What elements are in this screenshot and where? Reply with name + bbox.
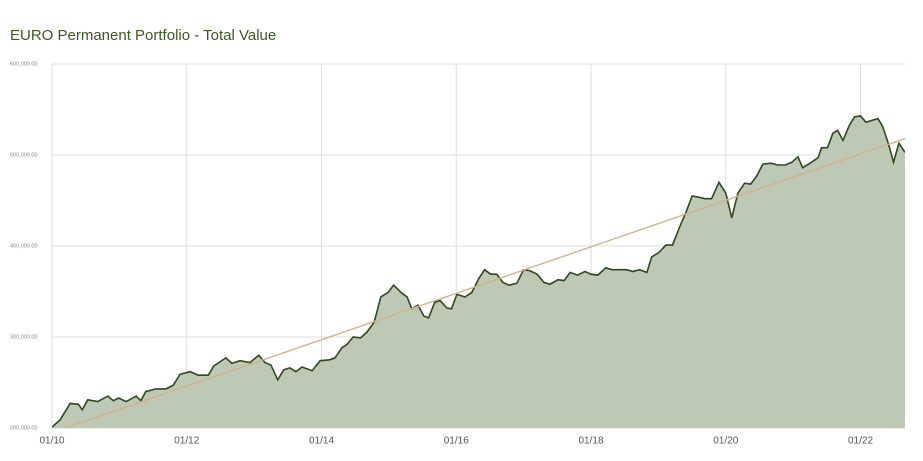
x-tick-label: 01/10: [39, 436, 64, 447]
x-tick-label: 01/12: [174, 436, 199, 447]
x-tick-label: 01/20: [713, 436, 738, 447]
x-tick-label: 01/22: [848, 436, 873, 447]
x-tick-label: 01/14: [309, 436, 334, 447]
chart-title: EURO Permanent Portfolio - Total Value: [10, 27, 276, 44]
trend-line: [63, 137, 905, 428]
area-fill: [52, 115, 905, 428]
y-tick-label: 500,000.00: [10, 152, 38, 158]
y-tick-label: 600,000.00: [10, 61, 38, 67]
x-tick-label: 01/16: [444, 436, 469, 447]
y-tick-label: 300,000.00: [10, 334, 38, 340]
y-tick-label: 200,000.00: [10, 425, 38, 431]
y-tick-label: 400,000.00: [10, 243, 38, 249]
x-tick-label: 01/18: [579, 436, 604, 447]
